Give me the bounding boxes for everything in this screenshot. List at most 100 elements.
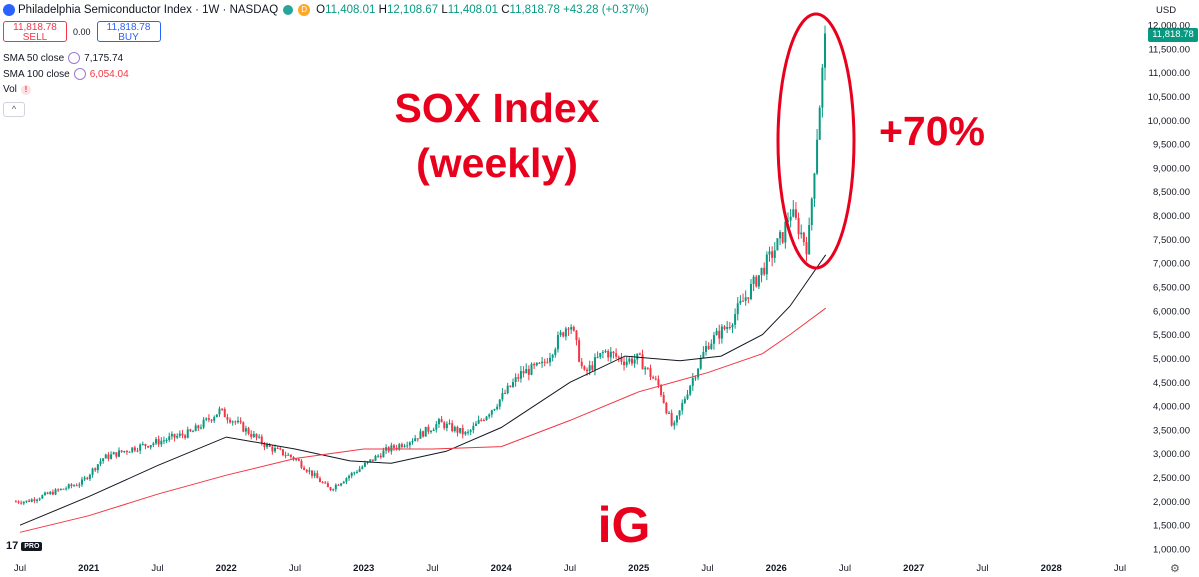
candle-body — [554, 349, 557, 356]
candle-body — [324, 482, 327, 484]
candle-body — [546, 362, 549, 364]
candle-body — [25, 500, 28, 502]
candle-body — [231, 421, 234, 423]
candle-body — [292, 456, 295, 460]
candle-body — [20, 502, 23, 504]
candle-body — [345, 478, 348, 482]
candle-body — [361, 466, 364, 469]
headline-2: (weekly) — [416, 140, 578, 186]
candle-body — [720, 326, 723, 339]
candle-body — [266, 444, 269, 448]
candle-body — [57, 489, 60, 491]
candle-body — [763, 267, 766, 275]
candle-body — [660, 385, 663, 396]
candle-body — [213, 417, 216, 421]
ig-logo: iG — [598, 497, 651, 553]
candle-body — [65, 488, 68, 490]
candle-body — [726, 326, 729, 329]
gear-icon[interactable]: ⚙ — [1170, 563, 1180, 575]
candle-body — [562, 332, 565, 337]
x-tick-label: Jul — [976, 563, 988, 574]
candle-body — [59, 488, 62, 490]
indicator-sma100[interactable]: SMA 100 close 6,054.04 — [3, 68, 129, 80]
candle-body — [662, 395, 665, 403]
y-tick-label: 5,500.00 — [1153, 330, 1190, 341]
candle-body — [422, 431, 425, 437]
y-tick-label: 11,000.00 — [1148, 68, 1190, 79]
candle-body — [781, 232, 784, 243]
sma50-value: 7,175.74 — [84, 52, 124, 64]
candle-body — [303, 467, 306, 470]
candle-body — [115, 452, 118, 457]
candle-body — [604, 350, 607, 353]
trade-panel: 11,818.78 SELL 0.00 11,818.78 BUY — [3, 21, 161, 43]
candle-body — [350, 472, 353, 477]
candle-body — [509, 385, 512, 387]
sma50-settings-icon[interactable] — [68, 52, 81, 64]
x-tick-label: Jul — [839, 563, 851, 574]
candle-body — [419, 431, 422, 439]
collapse-legend-button[interactable]: ^ — [3, 102, 25, 117]
candle-body — [173, 433, 176, 438]
candle-body — [427, 426, 430, 432]
candle-body — [311, 470, 314, 476]
market-open-icon — [283, 5, 294, 15]
highlight-ellipse — [776, 12, 856, 270]
candle-body — [147, 446, 150, 448]
candle-body — [514, 377, 517, 383]
candle-body — [686, 394, 689, 399]
candle-body — [36, 499, 39, 501]
candle-body — [210, 419, 213, 421]
candle-body — [33, 499, 36, 501]
candle-body — [107, 454, 110, 459]
sma100-settings-icon[interactable] — [73, 68, 86, 80]
candle-body — [816, 139, 819, 174]
candle-body — [694, 377, 697, 379]
candle-body — [474, 423, 477, 426]
candle-body — [73, 485, 76, 487]
candle-body — [712, 335, 715, 344]
candle-body — [575, 330, 578, 341]
y-tick-label: 2,000.00 — [1153, 497, 1190, 508]
sell-button[interactable]: 11,818.78 SELL — [3, 21, 67, 43]
x-tick-label: 2023 — [353, 563, 374, 574]
candle-body — [321, 482, 324, 484]
candle-body — [742, 300, 745, 302]
candle-body — [308, 470, 311, 472]
candle-body — [723, 326, 726, 329]
buy-button[interactable]: 11,818.78 BUY — [96, 21, 161, 43]
candle-body — [535, 362, 538, 366]
candle-body — [564, 328, 567, 337]
candle-body — [747, 297, 750, 299]
candle-body — [197, 425, 200, 429]
candle-body — [244, 428, 247, 432]
indicator-sma50[interactable]: SMA 50 close 7,175.74 — [3, 52, 123, 64]
candle-body — [549, 357, 552, 363]
candle-body — [718, 330, 721, 339]
candle-body — [506, 385, 509, 394]
y-tick-label: 4,000.00 — [1153, 402, 1190, 413]
indicator-volume[interactable]: Vol ! — [3, 84, 31, 95]
candle-body — [369, 459, 372, 462]
symbol-title[interactable]: Philadelphia Semiconductor Index · 1W · … — [18, 4, 279, 16]
candle-body — [731, 324, 734, 328]
x-tick-label: Jul — [289, 563, 301, 574]
candle-body — [51, 491, 54, 495]
candle-body — [120, 450, 123, 452]
buy-label: BUY — [118, 32, 139, 43]
candle-body — [813, 173, 816, 199]
candle-body — [630, 358, 633, 364]
tradingview-pro-badge: PRO — [21, 541, 43, 551]
candle-body — [88, 474, 91, 479]
candle-body — [477, 419, 480, 424]
candle-body — [170, 433, 173, 437]
candle-body — [395, 447, 398, 449]
candle-body — [382, 450, 385, 458]
candle-body — [599, 353, 602, 358]
candle-body — [160, 440, 163, 445]
candle-body — [274, 447, 277, 452]
candle-body — [408, 442, 411, 446]
y-tick-label: 10,000.00 — [1148, 116, 1190, 127]
candle-body — [43, 492, 46, 496]
